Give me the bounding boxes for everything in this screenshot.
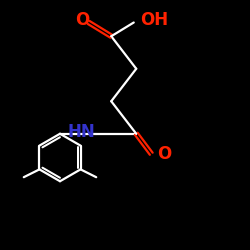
Text: HN: HN	[67, 123, 95, 141]
Text: O: O	[76, 11, 90, 29]
Text: OH: OH	[140, 11, 168, 29]
Text: O: O	[158, 145, 172, 163]
